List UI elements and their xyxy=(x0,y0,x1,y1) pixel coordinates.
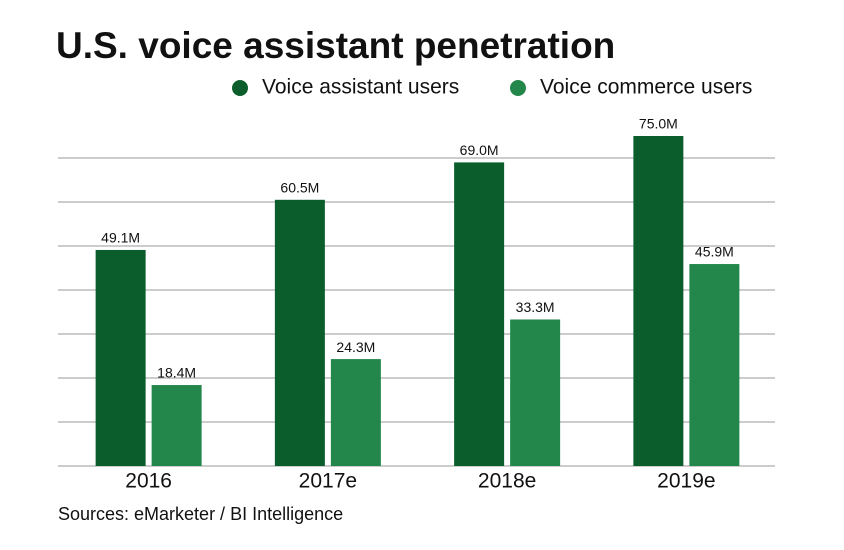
bar xyxy=(510,319,561,466)
bar xyxy=(151,385,202,466)
data-label: 33.3M xyxy=(516,299,555,315)
legend-swatch xyxy=(510,80,526,96)
bar xyxy=(633,136,684,466)
data-label: 60.5M xyxy=(280,180,319,196)
bar xyxy=(330,359,381,466)
data-label: 18.4M xyxy=(157,365,196,381)
bar xyxy=(689,264,740,466)
source-note: Sources: eMarketer / BI Intelligence xyxy=(58,504,343,524)
x-tick-label: 2017e xyxy=(299,470,357,493)
x-tick-label: 2018e xyxy=(478,470,536,493)
legend-label: Voice commerce users xyxy=(540,76,752,99)
data-label: 49.1M xyxy=(101,230,140,246)
x-tick-label: 2016 xyxy=(125,470,172,493)
x-tick-label: 2019e xyxy=(657,470,715,493)
legend-label: Voice assistant users xyxy=(262,76,459,99)
bar xyxy=(95,249,146,466)
bar xyxy=(454,162,505,466)
data-label: 75.0M xyxy=(639,116,678,132)
data-label: 69.0M xyxy=(460,142,499,158)
data-label: 45.9M xyxy=(695,244,734,260)
chart-title: U.S. voice assistant penetration xyxy=(56,25,615,66)
legend-swatch xyxy=(232,80,248,96)
bar xyxy=(274,199,325,467)
data-label: 24.3M xyxy=(336,339,375,355)
